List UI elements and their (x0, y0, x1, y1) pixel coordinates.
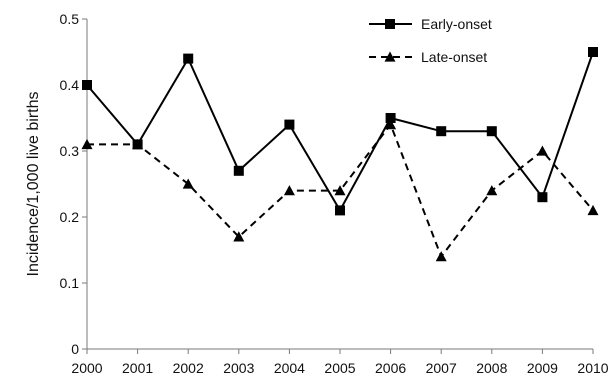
early-onset-point (486, 126, 497, 137)
y-tick-label: 0.4 (60, 77, 80, 93)
x-tick-label: 2006 (375, 360, 406, 376)
x-tick-label: 2002 (173, 360, 204, 376)
x-tick-label: 2004 (274, 360, 305, 376)
x-tick-label: 2009 (527, 360, 558, 376)
late-onset-point (536, 145, 548, 156)
y-tick-label: 0.2 (60, 209, 80, 225)
early-onset-point (82, 80, 92, 90)
early-onset-point (233, 165, 244, 176)
late-onset-point (334, 185, 346, 196)
early-onset-point (588, 47, 598, 57)
early-onset-series (82, 47, 598, 216)
x-tick-label: 2001 (122, 360, 153, 376)
early-onset-point (436, 126, 447, 137)
early-onset-point (537, 192, 548, 203)
late-onset-point (283, 185, 295, 196)
x-tick-label: 2007 (426, 360, 457, 376)
y-tick-label: 0.5 (60, 11, 80, 27)
late-onset-point (233, 231, 245, 242)
late-onset-point (435, 251, 447, 262)
late-onset-point (182, 178, 194, 189)
early-onset-point (385, 113, 396, 123)
late-onset-point (587, 204, 599, 216)
late-onset-line (87, 123, 594, 258)
legend-label: Late-onset (421, 49, 487, 65)
x-tick-label: 2003 (223, 360, 254, 376)
legend-item-late-onset: Late-onset (369, 49, 487, 65)
x-tick-label: 2010 (577, 360, 608, 376)
y-tick-label: 0.3 (60, 143, 80, 159)
early-onset-point (335, 205, 345, 216)
x-tick-label: 2005 (324, 360, 355, 376)
late-onset-point (486, 185, 498, 196)
late-onset-point (132, 138, 144, 150)
legend-item-early-onset: Early-onset (369, 16, 492, 32)
late-onset-point (385, 119, 397, 130)
early-onset-point (183, 53, 194, 64)
legend-swatch-marker (384, 51, 396, 62)
x-tick-label: 2008 (476, 360, 507, 376)
y-tick-label: 0 (71, 341, 79, 357)
y-tick-label: 0.1 (60, 275, 80, 291)
legend: Early-onset Late-onset (369, 16, 492, 65)
y-axis-title: Incidence/1,000 live births (25, 92, 42, 277)
series-layer (81, 47, 599, 262)
x-tick-label: 2000 (71, 360, 102, 376)
early-onset-point (284, 119, 295, 130)
late-onset-point (81, 138, 93, 150)
axes: 0 0.1 0.2 0.3 0.4 0.5 2000 2001 2002 2003 2004 2005… (60, 11, 609, 376)
legend-label: Early-onset (421, 16, 492, 32)
legend-swatch-marker (385, 19, 395, 29)
late-onset-series (81, 119, 599, 262)
